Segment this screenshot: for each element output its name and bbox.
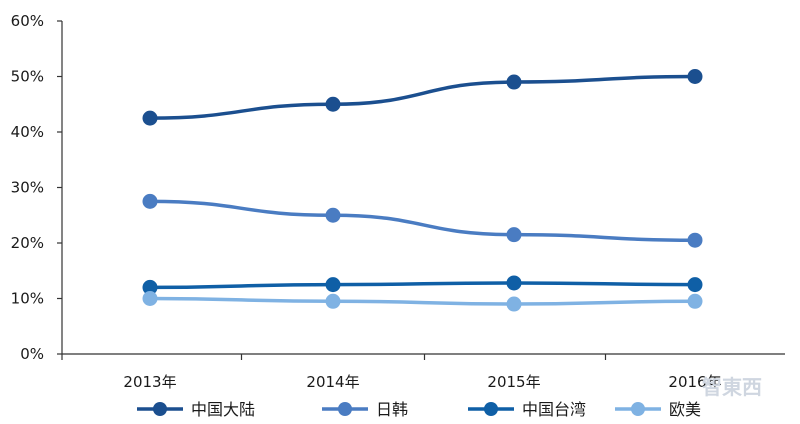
series-lines xyxy=(142,69,703,312)
series-1 xyxy=(142,193,703,248)
axes: 0% 10% 20% 30% 40% 50% 60% 2013年 2014年 2015年 2016年 xyxy=(11,12,785,391)
data-point xyxy=(142,110,158,126)
y-tick-label: 30% xyxy=(11,179,44,197)
legend-item: 欧美 xyxy=(615,400,701,419)
x-tick-label: 2014年 xyxy=(306,373,359,391)
series-line xyxy=(148,281,697,290)
data-point xyxy=(325,96,341,112)
legend: 中国大陆 日韩 中国台湾 欧美 xyxy=(137,400,701,419)
x-tick-label: 2015年 xyxy=(487,373,540,391)
data-point xyxy=(142,193,158,209)
legend-label: 中国大陆 xyxy=(191,400,255,419)
legend-label: 日韩 xyxy=(376,400,408,419)
legend-item: 日韩 xyxy=(322,400,408,419)
data-point xyxy=(506,227,522,243)
watermark-logo: 智東西 xyxy=(702,375,762,399)
legend-label: 欧美 xyxy=(669,400,701,419)
data-point xyxy=(506,296,522,312)
watermark-text: 智東西 xyxy=(702,375,762,399)
data-point xyxy=(687,69,703,84)
legend-swatch-marker xyxy=(631,402,645,416)
legend-label: 中国台湾 xyxy=(522,400,586,419)
x-tick-label: 2013年 xyxy=(123,373,176,391)
series-2 xyxy=(142,275,703,295)
data-point xyxy=(325,207,341,223)
data-point xyxy=(506,275,522,291)
data-point xyxy=(506,74,522,90)
data-point xyxy=(142,291,158,306)
y-tick-label: 40% xyxy=(11,123,44,141)
x-tick-label: 2016年 xyxy=(668,373,721,391)
y-tick-label: 50% xyxy=(11,68,44,86)
legend-item: 中国台湾 xyxy=(468,400,586,419)
series-0 xyxy=(142,69,703,126)
legend-item: 中国大陆 xyxy=(137,400,255,419)
series-line xyxy=(148,296,697,306)
data-point xyxy=(325,293,341,309)
series-line xyxy=(148,74,697,120)
series-3 xyxy=(142,291,703,312)
y-tick-label: 0% xyxy=(20,345,44,363)
legend-swatch-marker xyxy=(338,402,352,416)
y-tick-label: 10% xyxy=(11,290,44,308)
y-tick-label: 60% xyxy=(11,12,44,30)
y-tick-label: 20% xyxy=(11,234,44,252)
data-point xyxy=(687,232,703,248)
data-point xyxy=(142,279,158,295)
legend-swatch-marker xyxy=(484,402,498,416)
series-line xyxy=(148,199,697,242)
data-point xyxy=(325,277,341,293)
data-point xyxy=(687,277,703,293)
data-point xyxy=(687,293,703,309)
legend-swatch-marker xyxy=(153,402,167,416)
